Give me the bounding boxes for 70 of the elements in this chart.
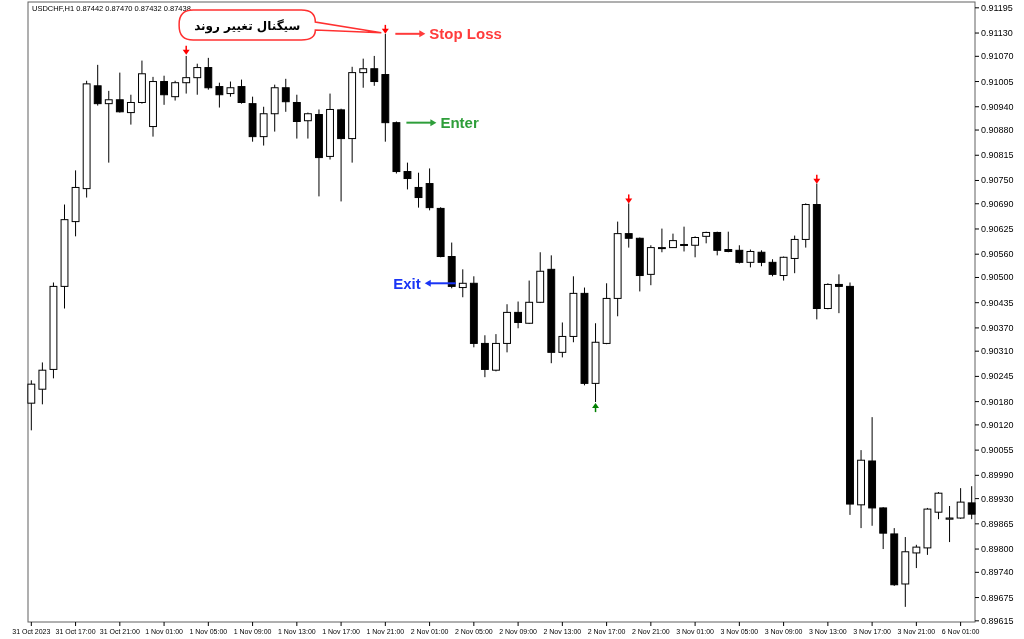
candlestick (215, 82, 224, 109)
y-tick-label: 0.91130 (981, 28, 1013, 39)
candlestick (514, 301, 523, 329)
y-tick-label: 0.89615 (981, 615, 1014, 626)
annotation: Enter (440, 114, 479, 132)
y-tick-label: 0.90435 (981, 297, 1014, 308)
y-tick-label: 0.90180 (981, 396, 1014, 407)
candlestick (27, 379, 36, 431)
y-tick-label: 0.89740 (981, 567, 1014, 578)
y-tick-label: 0.90055 (981, 445, 1014, 456)
candlestick (259, 106, 268, 147)
y-tick-label: 0.90560 (981, 249, 1014, 260)
y-tick-label: 0.90310 (981, 346, 1014, 357)
y-tick-label: 0.90880 (981, 125, 1014, 136)
annotation: Stop Loss (429, 25, 502, 43)
y-tick-label: 0.91070 (981, 51, 1014, 62)
y-tick-label: 0.91195 (981, 2, 1013, 13)
y-tick-label: 0.91005 (981, 76, 1014, 87)
candlestick (525, 280, 534, 325)
annotation: Exit (393, 274, 421, 292)
candlestick (790, 235, 799, 274)
y-tick-label: 0.89675 (981, 592, 1014, 603)
candlestick (680, 226, 688, 252)
y-tick-label: 0.90625 (981, 223, 1014, 234)
point (625, 198, 633, 204)
candlestick (835, 273, 843, 314)
candlestick (458, 268, 467, 298)
y-tick-label: 0.89930 (981, 493, 1014, 504)
candlestick (281, 78, 290, 113)
y-tick-label: 0.90815 (981, 150, 1014, 161)
candlestick (735, 244, 744, 264)
candlestick (104, 90, 113, 164)
y-tick-label: 0.90690 (981, 198, 1014, 209)
candlestick (193, 63, 202, 96)
candlestick (171, 80, 180, 102)
candlestick (115, 72, 124, 114)
candlestick (945, 505, 954, 543)
candlestick (303, 112, 312, 140)
candlestick (160, 75, 169, 106)
candlestick (38, 361, 47, 405)
y-tick-label: 0.90245 (981, 371, 1014, 382)
candlestick (93, 64, 102, 107)
candlestick (956, 487, 965, 520)
candlestick (657, 228, 666, 253)
y-tick-label: 0.90370 (981, 322, 1014, 333)
point (182, 49, 190, 55)
candlestick (912, 544, 921, 569)
candlestick (403, 162, 412, 190)
y-tick-label: 0.90500 (981, 272, 1014, 283)
candlestick (370, 55, 379, 87)
point (592, 403, 600, 409)
candlestick (414, 172, 423, 209)
candlestick (126, 94, 135, 126)
y-tick-label: 0.90940 (981, 101, 1014, 112)
candlestick (204, 57, 213, 91)
candlestick (237, 79, 246, 105)
y-tick-label: 0.90120 (981, 419, 1014, 430)
candlestick (779, 256, 788, 282)
candlestick (558, 321, 567, 358)
candlestick (359, 58, 368, 89)
candlestick (182, 55, 191, 95)
candlestick (934, 491, 943, 520)
candlestick (292, 94, 301, 140)
y-tick-label: 0.89800 (981, 544, 1014, 555)
annotation: سیگنال تغییر روند (194, 19, 301, 34)
y-tick-label: 0.89990 (981, 470, 1014, 481)
point (381, 28, 389, 34)
y-tick-label: 0.89865 (981, 518, 1014, 529)
candlestick (691, 235, 700, 258)
y-tick-label: 0.90750 (981, 175, 1014, 186)
